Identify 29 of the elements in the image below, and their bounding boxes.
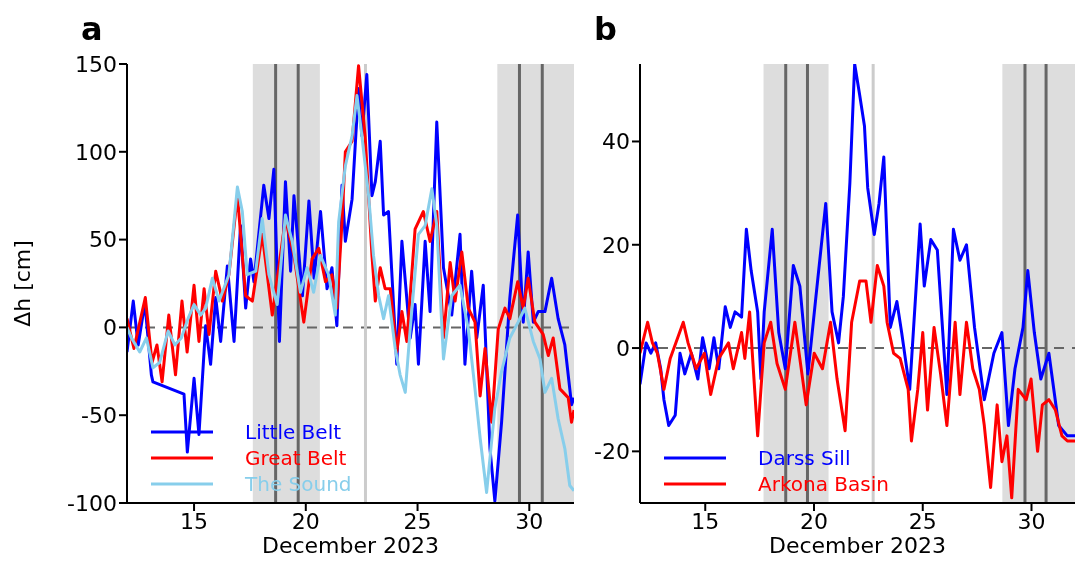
x-tick-label: 30 (515, 508, 544, 534)
y-tick-label: 40 (602, 129, 630, 155)
line-series (640, 263, 1075, 500)
y-tick-label: 100 (75, 139, 117, 165)
y-tick-label: -100 (67, 490, 117, 516)
x-tick-label: 20 (800, 508, 828, 534)
x-tick-label: 30 (1017, 508, 1046, 534)
y-tick-label: -50 (81, 403, 117, 429)
line-series (640, 64, 1075, 438)
y-tick-label: 0 (616, 335, 630, 361)
x-tick-label: 25 (403, 508, 432, 534)
x-tick-label: 20 (291, 508, 320, 534)
y-axis-title: Δh [cm] (9, 240, 35, 327)
legend-label: Darss Sill (758, 445, 851, 471)
legend-label: Arkona Basin (758, 471, 889, 497)
x-axis-title: December 2023 (768, 533, 947, 558)
legend-label: Little Belt (245, 419, 342, 445)
y-tick-label: -20 (594, 439, 630, 465)
chart-title: b (594, 10, 617, 48)
x-tick-label: 25 (908, 508, 937, 534)
x-axis-title: December 2023 (261, 533, 440, 558)
y-tick-label: 0 (103, 315, 117, 341)
x-tick-label: 15 (180, 508, 209, 534)
x-tick-label: 15 (691, 508, 720, 534)
y-tick-label: 150 (75, 51, 117, 77)
y-tick-label: 20 (602, 232, 630, 258)
legend-label: Great Belt (245, 445, 347, 471)
chart-title: a (81, 10, 103, 48)
y-tick-label: 50 (89, 227, 117, 253)
